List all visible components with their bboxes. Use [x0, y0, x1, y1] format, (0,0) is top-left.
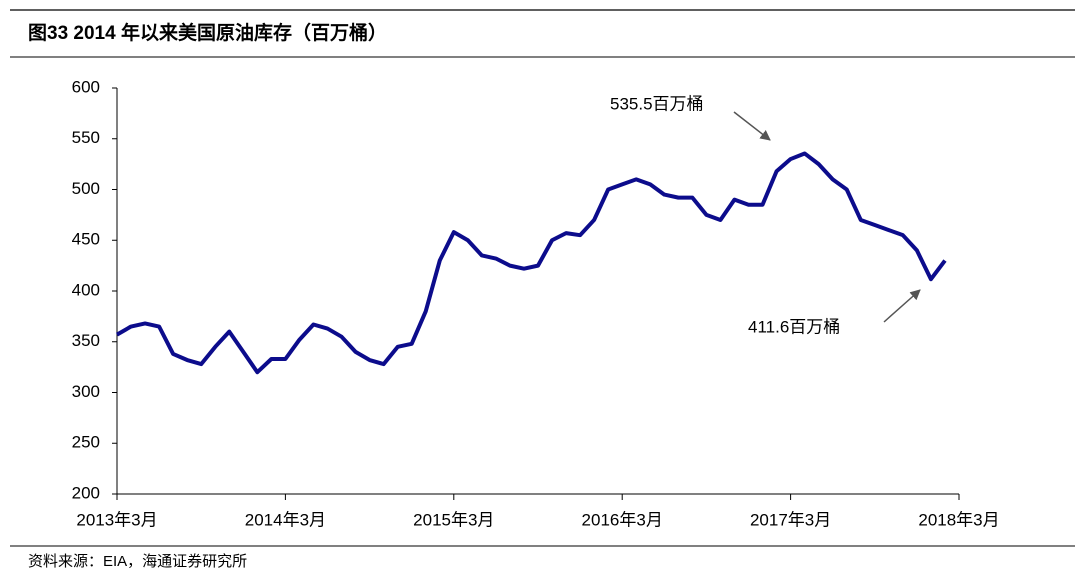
- y-tick-label: 350: [72, 331, 100, 350]
- y-tick-label: 450: [72, 230, 100, 249]
- x-tick-label: 2018年3月: [918, 510, 999, 529]
- y-tick-label: 300: [72, 382, 100, 401]
- y-tick-label: 550: [72, 128, 100, 147]
- chart-title: 图33 2014 年以来美国原油库存（百万桶）: [28, 21, 387, 44]
- source: 资料来源：EIA，海通证券研究所: [28, 553, 247, 570]
- x-tick-label: 2014年3月: [245, 510, 326, 529]
- x-tick-label: 2017年3月: [750, 510, 831, 529]
- annotation: 535.5百万桶: [610, 94, 704, 113]
- data-line: [115, 151, 947, 375]
- y-tick-label: 250: [72, 433, 100, 452]
- x-tick-label: 2015年3月: [413, 510, 494, 529]
- y-tick-label: 600: [72, 77, 100, 96]
- annotation-arrow: [883, 289, 921, 323]
- annotation: 411.6百万桶: [748, 317, 840, 336]
- x-tick-label: 2016年3月: [582, 510, 663, 529]
- y-tick-label: 400: [72, 280, 100, 299]
- y-tick-label: 500: [72, 179, 100, 198]
- y-tick-label: 200: [72, 483, 100, 502]
- x-tick-label: 2013年3月: [76, 510, 157, 529]
- annotation-arrow: [733, 111, 771, 141]
